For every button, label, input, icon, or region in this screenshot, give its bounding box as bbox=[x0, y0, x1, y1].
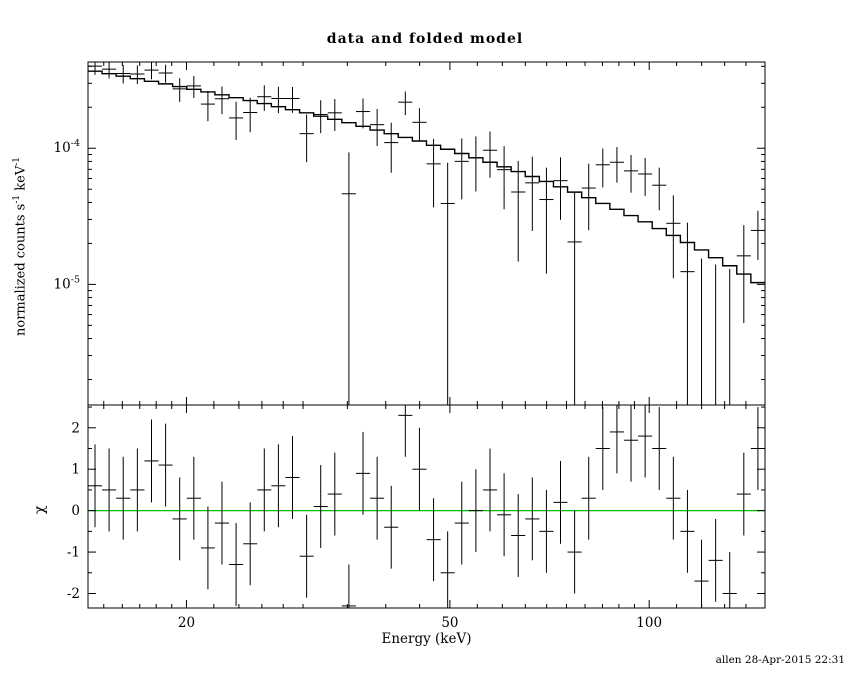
ylabel-superscript: -1 bbox=[12, 194, 22, 204]
timestamp: allen 28-Apr-2015 22:31 bbox=[715, 654, 845, 666]
residual-panel-frame bbox=[87, 404, 766, 609]
tick-labels: 20 50 100 10-4 10-5 -2 -1 0 1 2 bbox=[54, 138, 663, 631]
y-axis-label-chi: χ bbox=[32, 505, 48, 514]
y-axis-label-counts: normalized counts s-1 keV-1 bbox=[12, 157, 28, 336]
tick-label: 0 bbox=[71, 503, 80, 519]
x-axis-label: Energy (keV) bbox=[381, 631, 472, 647]
residual-data-points bbox=[88, 405, 765, 608]
ylabel-superscript: -1 bbox=[12, 156, 22, 166]
tick-label: 2 bbox=[71, 420, 80, 436]
tick-label: 20 bbox=[178, 615, 195, 631]
plot-title: data and folded model bbox=[326, 31, 524, 47]
tick-label: 10-4 bbox=[54, 138, 80, 156]
spectrum-panel-frame bbox=[87, 61, 766, 406]
tick-label: 10-5 bbox=[54, 274, 80, 292]
model-histogram bbox=[88, 70, 765, 284]
spectrum-data-points bbox=[88, 62, 765, 405]
tick-label: 50 bbox=[441, 615, 458, 631]
tick-label: 100 bbox=[636, 615, 662, 631]
ylabel-text: normalized counts s bbox=[13, 203, 29, 336]
ylabel-text: keV bbox=[13, 165, 29, 195]
tick-label: -2 bbox=[67, 586, 80, 602]
tick-label: 1 bbox=[71, 462, 80, 478]
tick-label: -1 bbox=[67, 545, 80, 561]
